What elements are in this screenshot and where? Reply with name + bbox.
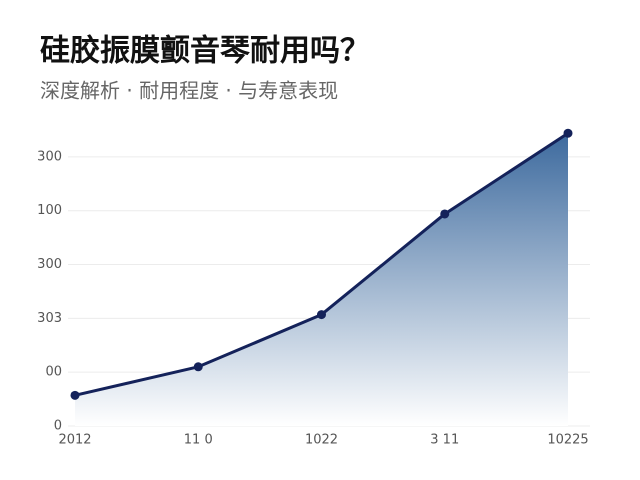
y-tick-label: 300 [37, 149, 62, 164]
point [440, 209, 450, 219]
x-tick-label: 11 0 [184, 433, 213, 448]
point [317, 310, 326, 320]
y-tick-label: 300 [37, 257, 62, 272]
y-tick-label: 100 [37, 203, 62, 218]
x-tick-label: 2012 [58, 433, 91, 448]
y-tick-label: 00 [45, 365, 62, 380]
x-tick-label: 3 11 [430, 433, 459, 448]
y-tick-label: 0 [54, 419, 62, 434]
point [563, 128, 573, 138]
point [70, 390, 80, 400]
x-tick-label: 1022 [305, 433, 338, 448]
x-tick-label: 10225 [547, 433, 588, 448]
area [75, 133, 568, 426]
chart-title: 硅胶振膜颤音琴耐用吗？ [40, 34, 370, 69]
y-tick-label: 303 [37, 311, 62, 326]
point [193, 362, 203, 372]
chart-subtitle: 深度解析 · 耐用程度 · 与寿意表现 [40, 79, 338, 103]
